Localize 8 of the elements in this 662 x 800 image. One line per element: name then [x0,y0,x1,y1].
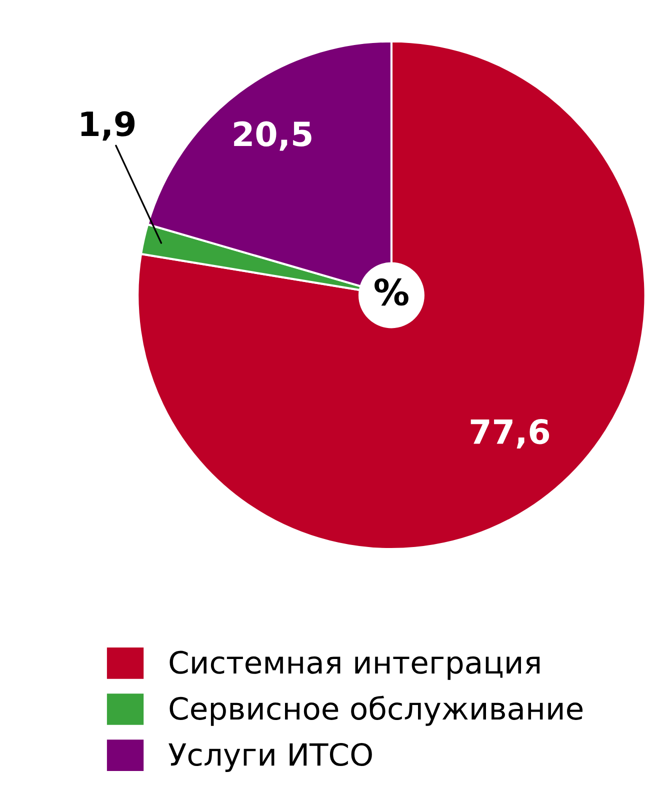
data-label: 20,5 [234,121,312,151]
legend-label: Сервисное обслуживание [170,696,583,726]
pie-slice [136,40,646,550]
data-label: 1,9 [81,111,135,141]
text: % [374,278,408,306]
legend-label: Услуги ИТСО [168,742,372,772]
data-label: 77,6 [470,419,550,448]
legend-label: Системная интеграция [170,650,540,680]
